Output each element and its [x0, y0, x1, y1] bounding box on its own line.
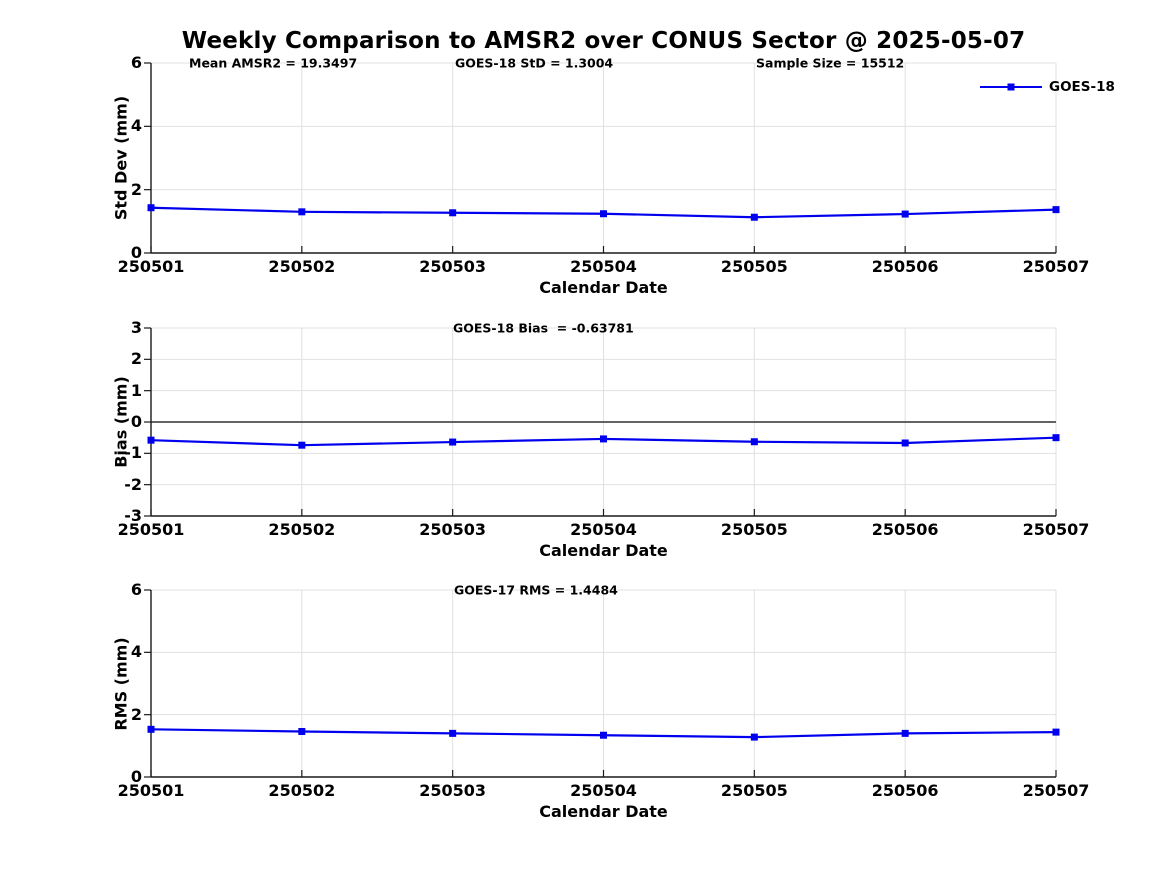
stat-annotation: GOES-18 Bias = -0.63781	[453, 320, 634, 336]
y-tick-label: -2	[124, 474, 142, 494]
data-point-markers	[147, 434, 1060, 449]
tick-marks	[144, 327, 1057, 517]
data-point-marker	[750, 213, 758, 221]
y-tick-label: 6	[130, 53, 142, 72]
stddev-x-axis-label: Calendar Date	[539, 278, 668, 297]
data-point-marker	[901, 729, 909, 737]
data-point-marker	[1052, 206, 1060, 214]
data-point-marker	[750, 438, 758, 446]
x-tick-label: 250504	[570, 781, 637, 800]
gridlines	[150, 62, 1057, 254]
x-tick-label: 250501	[117, 781, 185, 800]
data-point-marker	[600, 731, 607, 739]
y-tick-label: 0	[130, 243, 142, 262]
x-tick-label: 250502	[268, 520, 336, 539]
gridlines	[150, 589, 1057, 778]
stddev-y-axis-label: Std Dev (mm)	[111, 95, 131, 221]
tick-marks	[144, 589, 1057, 778]
stat-annotation: GOES-17 RMS = 1.4484	[454, 582, 618, 598]
legend-label: GOES-18	[1049, 79, 1115, 95]
y-tick-label: 2	[130, 704, 142, 724]
x-tick-label: 250502	[268, 781, 336, 800]
y-tick-label: 4	[130, 642, 142, 662]
x-tick-label: 250501	[117, 257, 185, 276]
tick-marks	[144, 62, 1057, 254]
x-tick-label: 250506	[871, 257, 939, 276]
x-tick-label: 250506	[871, 781, 939, 800]
stddev-plot-area	[144, 62, 1060, 254]
data-point-marker	[298, 727, 306, 735]
y-tick-label: -1	[124, 443, 142, 463]
x-tick-label: 250504	[570, 257, 637, 276]
data-point-marker	[901, 210, 909, 218]
y-tick-label: 3	[130, 318, 142, 337]
data-point-marker	[750, 733, 758, 741]
data-point-marker	[449, 209, 457, 217]
x-tick-label: 250503	[419, 257, 487, 276]
legend-line-sample	[980, 83, 1042, 91]
y-tick-label: 0	[130, 412, 142, 431]
x-tick-label: 250505	[720, 520, 788, 539]
data-point-marker	[147, 204, 155, 212]
data-point-marker	[449, 438, 457, 446]
stat-annotation: Mean AMSR2 = 19.3497	[189, 55, 358, 71]
stat-annotation: GOES-18 StD = 1.3004	[455, 55, 614, 71]
data-point-marker	[1052, 434, 1060, 442]
bias-panel: Bias (mm) GOES-18 Bias = -0.63781 -3 -2 -1…	[112, 318, 1090, 560]
data-point-marker	[147, 436, 155, 444]
stddev-panel: Std Dev (mm) Mean AMSR2 = 19.3497 GOES-18…	[112, 53, 1115, 297]
y-tick-label: 0	[130, 767, 142, 786]
x-tick-label: 250507	[1022, 257, 1090, 276]
legend: GOES-18	[980, 79, 1115, 95]
x-tick-label: 250505	[720, 781, 788, 800]
y-tick-label: 2	[130, 349, 142, 369]
figure-title: Weekly Comparison to AMSR2 over CONUS Se…	[181, 28, 1026, 54]
legend-square-marker-icon	[1007, 83, 1015, 91]
data-point-marker	[600, 210, 607, 218]
data-point-marker	[147, 725, 155, 733]
rms-x-axis-label: Calendar Date	[539, 802, 668, 821]
data-point-markers	[147, 204, 1060, 221]
x-tick-label: 250504	[570, 520, 637, 539]
stat-annotation: Sample Size = 15512	[756, 55, 905, 71]
x-tick-label: 250501	[117, 520, 185, 539]
data-point-marker	[449, 729, 457, 737]
x-tick-label: 250503	[419, 520, 487, 539]
rms-plot-area	[144, 589, 1060, 778]
y-tick-label: -3	[124, 506, 142, 525]
data-point-marker	[298, 441, 306, 449]
y-tick-label: 2	[130, 179, 142, 199]
data-point-marker	[1052, 728, 1060, 736]
bias-plot-area	[144, 327, 1060, 517]
x-tick-label: 250507	[1022, 520, 1090, 539]
y-tick-label: 6	[130, 580, 142, 599]
data-point-marker	[901, 439, 909, 447]
x-tick-label: 250506	[871, 520, 939, 539]
data-point-marker	[600, 435, 607, 443]
bias-x-axis-label: Calendar Date	[539, 541, 668, 560]
x-tick-label: 250507	[1022, 781, 1090, 800]
y-tick-label: 4	[130, 116, 142, 136]
x-tick-label: 250505	[720, 257, 788, 276]
x-tick-label: 250503	[419, 781, 487, 800]
data-point-marker	[298, 208, 306, 216]
data-point-markers	[147, 725, 1060, 741]
x-tick-label: 250502	[268, 257, 336, 276]
y-tick-label: 1	[130, 380, 142, 400]
